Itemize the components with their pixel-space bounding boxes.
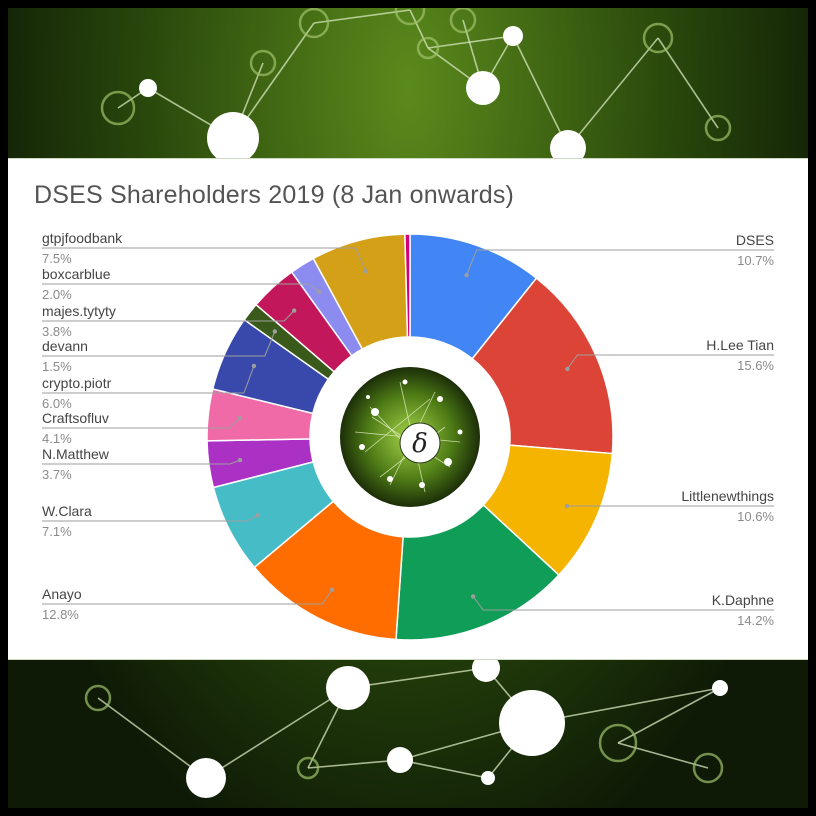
label-name: boxcarblue	[42, 266, 111, 282]
chart-title: DSES Shareholders 2019 (8 Jan onwards)	[34, 181, 515, 209]
label-name: devann	[42, 338, 88, 354]
label-k-daphne: K.Daphne 14.2%	[470, 592, 774, 628]
label-name: majes.tytyty	[42, 303, 116, 319]
label-percent: 10.6%	[737, 509, 774, 524]
label-h-lee-tian: H.Lee Tian 15.6%	[565, 337, 774, 373]
label-devann: devann 1.5%	[42, 329, 278, 374]
slice-h-lee-tian	[471, 277, 614, 455]
donut-chart: δ DSES 10.7% H.Lee Tian 15.6% Littlenewthings…	[42, 230, 774, 641]
network-background	[84, 8, 732, 798]
label-percent: 7.5%	[42, 251, 72, 266]
label-dses: DSES 10.7%	[464, 232, 774, 278]
label-w-clara: W.Clara 7.1%	[42, 503, 260, 539]
label-name: crypto.piotr	[42, 375, 112, 391]
image-frame: δ DSES 10.7% H.Lee Tian 15.6% Littlenewthings…	[8, 8, 808, 808]
label-name: Littlenewthings	[681, 488, 774, 504]
label-craftsofluv: Craftsofluv 4.1%	[42, 410, 242, 446]
label-percent: 2.0%	[42, 287, 72, 302]
label-n-matthew: N.Matthew 3.7%	[42, 446, 243, 482]
label-littlenewthings: Littlenewthings 10.6%	[564, 488, 774, 524]
slice-unlabeled	[404, 233, 411, 338]
label-name: K.Daphne	[712, 592, 774, 608]
label-percent: 3.8%	[42, 324, 72, 339]
label-name: gtpjfoodbank	[42, 230, 123, 246]
label-name: Craftsofluv	[42, 410, 109, 426]
label-percent: 12.8%	[42, 607, 79, 622]
label-percent: 6.0%	[42, 396, 72, 411]
label-name: W.Clara	[42, 503, 92, 519]
delta-badge	[399, 422, 441, 464]
label-percent: 15.6%	[737, 358, 774, 373]
label-crypto-piotr: crypto.piotr 6.0%	[42, 363, 257, 411]
label-name: H.Lee Tian	[706, 337, 774, 353]
label-percent: 14.2%	[737, 613, 774, 628]
label-percent: 10.7%	[737, 253, 774, 268]
label-percent: 7.1%	[42, 524, 72, 539]
label-name: Anayo	[42, 586, 82, 602]
label-percent: 3.7%	[42, 467, 72, 482]
label-gtpjfoodbank: gtpjfoodbank 7.5%	[42, 230, 368, 274]
delta-symbol: δ	[412, 429, 428, 459]
label-percent: 1.5%	[42, 359, 72, 374]
slice-k-daphne	[395, 503, 560, 641]
label-boxcarblue: boxcarblue 2.0%	[42, 266, 322, 302]
label-anayo: Anayo 12.8%	[42, 586, 335, 622]
label-name: N.Matthew	[42, 446, 110, 462]
chart-card: δ DSES 10.7% H.Lee Tian 15.6% Littlenewthings…	[8, 158, 808, 660]
label-majes-tytyty: majes.tytyty 3.8%	[42, 303, 297, 339]
label-name: DSES	[736, 232, 774, 248]
label-percent: 4.1%	[42, 431, 72, 446]
